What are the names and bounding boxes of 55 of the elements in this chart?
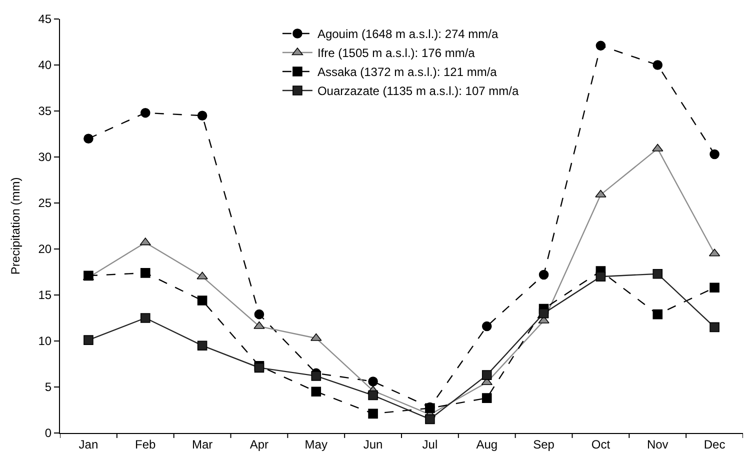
legend-label: Agouim (1648 m a.s.l.): 274 mm/a (317, 27, 499, 42)
point (596, 40, 606, 51)
y-tick-label: 0 (44, 426, 52, 440)
x-tick-label: Nov (646, 437, 668, 452)
point (84, 335, 94, 345)
x-tick-label: Jun (363, 437, 383, 452)
point (197, 340, 208, 350)
x-tick-label: Aug (476, 437, 498, 452)
point (538, 270, 549, 280)
point (368, 376, 378, 386)
point (140, 268, 150, 278)
point (710, 149, 720, 160)
y-axis-title: Precipitation (mm) (8, 177, 23, 275)
point (652, 60, 663, 70)
point (311, 371, 322, 381)
x-tick-label: Sep (533, 437, 555, 452)
point (368, 408, 378, 419)
x-tick-label: Feb (135, 437, 156, 452)
point (652, 268, 663, 279)
point (482, 393, 492, 403)
point (710, 282, 720, 293)
y-tick-label: 20 (38, 242, 52, 256)
point (254, 309, 264, 320)
point (652, 309, 663, 320)
legend-label: Assaka (1372 m a.s.l.): 121 mm/a (317, 65, 498, 80)
point (197, 110, 208, 120)
point (538, 308, 549, 318)
legend-label: Ifre (1505 m a.s.l.): 176 mm/a (317, 46, 476, 60)
point (140, 313, 150, 323)
x-tick-label: Oct (591, 437, 611, 452)
point (425, 414, 435, 424)
y-tick-label: 5 (44, 380, 52, 394)
x-tick-label: Jul (422, 437, 438, 452)
y-tick-label: 40 (38, 58, 52, 72)
x-tick-label: May (304, 437, 328, 452)
x-tick-label: Jan (78, 437, 98, 452)
point (84, 134, 94, 144)
point (197, 296, 208, 306)
y-tick-label: 30 (38, 150, 52, 164)
y-tick-label: 25 (38, 196, 52, 210)
point (368, 390, 378, 400)
y-tick-label: 45 (38, 12, 52, 26)
x-tick-label: Mar (192, 437, 213, 452)
point (140, 108, 150, 118)
y-tick-label: 15 (38, 288, 52, 302)
x-tick-label: Dec (704, 437, 726, 452)
y-tick-label: 10 (38, 334, 52, 348)
point (311, 386, 322, 396)
point (596, 272, 606, 282)
y-tick-label: 35 (38, 104, 52, 118)
point (482, 370, 492, 380)
point (482, 321, 492, 332)
legend-label: Ouarzazate (1135 m a.s.l.): 107 mm/a (317, 84, 519, 98)
x-tick-label: Apr (250, 437, 269, 452)
point (710, 322, 720, 332)
